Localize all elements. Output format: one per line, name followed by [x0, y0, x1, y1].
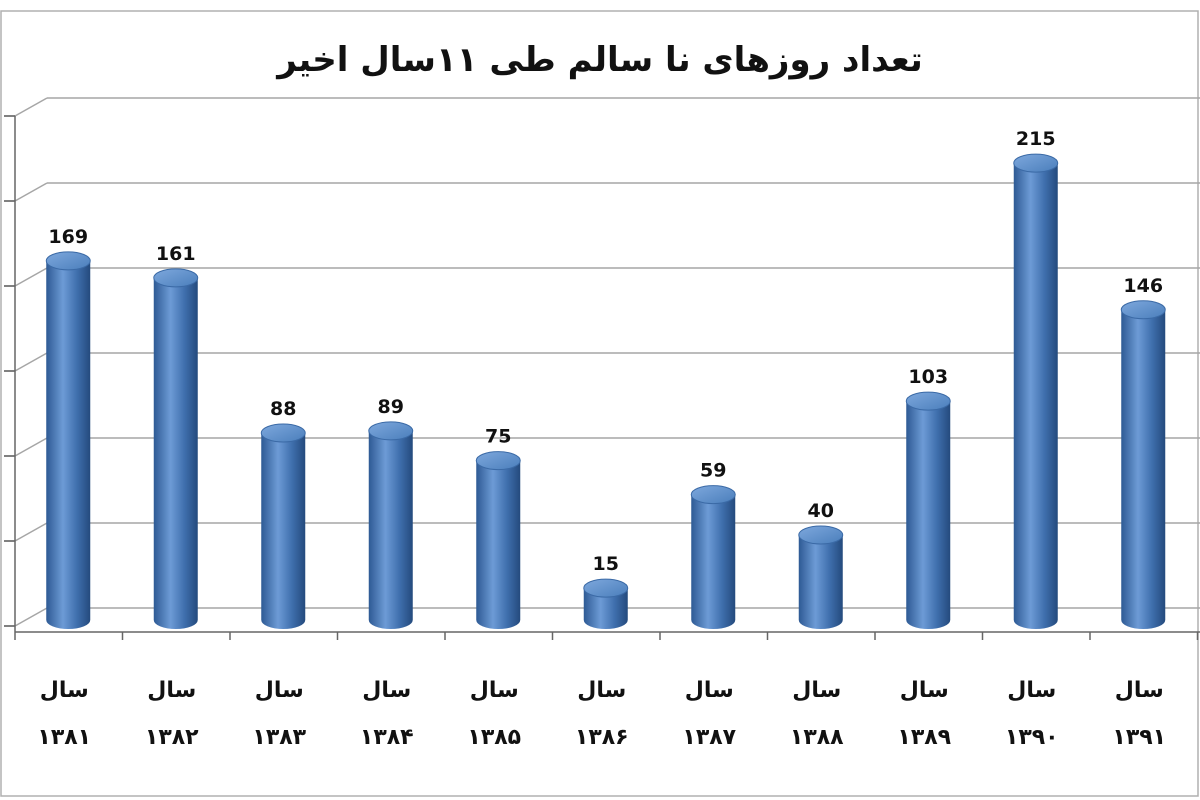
x-tick-label-line2: ۱۳۸۹: [897, 725, 951, 750]
bar-cap: [583, 578, 629, 598]
data-label: 15: [593, 553, 619, 575]
data-label: 59: [700, 460, 726, 482]
bar-body: [368, 430, 413, 630]
x-tick-label-line1: سال: [900, 678, 949, 703]
bar-cap: [798, 525, 844, 545]
bar-cap: [905, 391, 951, 411]
bar-body: [153, 277, 198, 630]
data-label: 169: [48, 226, 88, 248]
bar-body: [1013, 163, 1058, 630]
bar-body: [691, 494, 736, 630]
data-label: 75: [485, 426, 511, 448]
bar-cap: [690, 485, 736, 505]
bar: [583, 578, 629, 630]
x-tick-label-line2: ۱۳۹۱: [1112, 725, 1166, 750]
x-tick-label-line1: سال: [362, 678, 411, 703]
bar: [368, 421, 414, 630]
x-tick-label-line1: سال: [1115, 678, 1164, 703]
gridline-depth: [14, 437, 48, 457]
x-tick-label-line1: سال: [577, 678, 626, 703]
x-tick-label-line2: ۱۳۸۱: [37, 725, 91, 750]
x-tick-label-line2: ۱۳۸۲: [145, 725, 199, 750]
x-tick-label-line1: سال: [470, 678, 519, 703]
x-tick-label-line1: سال: [147, 678, 196, 703]
bar: [905, 391, 951, 630]
gridline-depth: [14, 352, 48, 372]
bar-body: [476, 460, 521, 630]
bar: [1013, 153, 1059, 630]
bar: [475, 451, 521, 630]
data-label: 103: [908, 366, 948, 388]
bar: [798, 525, 844, 630]
bar-body: [583, 588, 628, 630]
gridline-depth: [14, 522, 48, 542]
data-label: 215: [1016, 128, 1056, 150]
x-tick-label-line2: ۱۳۸۶: [575, 725, 629, 750]
data-label: 89: [378, 396, 404, 418]
bar: [690, 485, 736, 630]
x-tick-label-line1: سال: [255, 678, 304, 703]
bar: [260, 423, 306, 630]
bar-cap: [153, 268, 199, 288]
bar-cap: [1013, 153, 1059, 173]
data-label: 161: [156, 243, 196, 265]
x-tick-label-line1: سال: [1007, 678, 1056, 703]
x-tick-label-line1: سال: [685, 678, 734, 703]
data-label: 146: [1123, 275, 1163, 297]
x-tick-label-line2: ۱۳۹۰: [1005, 725, 1059, 750]
bar-body: [261, 433, 306, 630]
chart-title: تعداد روزهای نا سالم طی ۱۱سال اخیر: [277, 40, 923, 80]
gridline-depth: [14, 607, 48, 627]
bar-body: [798, 535, 843, 630]
bar: [1120, 300, 1166, 630]
gridline-depth: [14, 267, 48, 287]
bar-cap: [260, 423, 306, 443]
data-label: 40: [808, 500, 834, 522]
x-tick-label-line2: ۱۳۸۷: [682, 725, 736, 750]
x-tick-label-line2: ۱۳۸۳: [252, 725, 306, 750]
bar-body: [906, 401, 951, 630]
bar-cap: [1120, 300, 1166, 320]
bar-cap: [368, 421, 414, 441]
bar: [153, 268, 199, 630]
bar-cap: [475, 451, 521, 471]
bar-cap: [45, 251, 91, 271]
data-label: 88: [270, 398, 296, 420]
chart-border: [0, 10, 1199, 797]
x-tick-label-line2: ۱۳۸۴: [360, 725, 414, 750]
x-tick-label-line2: ۱۳۸۸: [790, 725, 844, 750]
x-tick-label-line1: سال: [792, 678, 841, 703]
gridline-depth: [14, 97, 48, 117]
bar-body: [1121, 309, 1166, 630]
gridline-depth: [14, 182, 48, 202]
x-tick-label-line2: ۱۳۸۵: [467, 725, 521, 750]
x-tick-label-line1: سال: [40, 678, 89, 703]
bar-body: [46, 260, 91, 630]
bar: [45, 251, 91, 630]
